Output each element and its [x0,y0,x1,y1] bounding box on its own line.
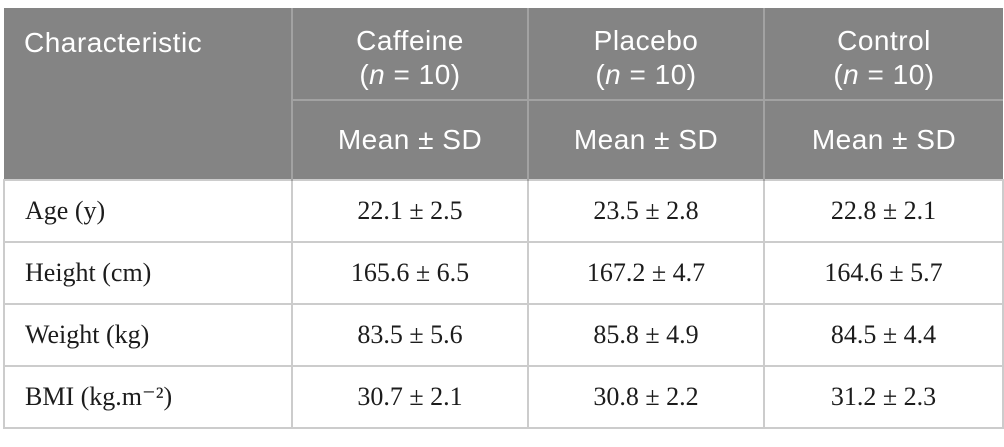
n-variable: n [369,59,386,90]
data-cell: 23.5 ± 2.8 [527,179,765,243]
data-cell: 30.7 ± 2.1 [291,365,529,429]
table-row-age: Age (y) 22.1 ± 2.5 23.5 ± 2.8 22.8 ± 2.1 [3,179,1004,243]
row-label: BMI (kg.m⁻²) [3,365,293,429]
data-cell: 30.8 ± 2.2 [527,365,765,429]
n-variable: n [843,59,860,90]
column-header-caffeine: Caffeine (n = 10) [291,8,528,100]
row-label: Weight (kg) [3,303,293,367]
table-row-height: Height (cm) 165.6 ± 6.5 167.2 ± 4.7 164.… [3,241,1004,305]
subheader-mean-sd-control: Mean ± SD [763,99,1003,180]
table-row-weight: Weight (kg) 83.5 ± 5.6 85.8 ± 4.9 84.5 ±… [3,303,1004,367]
subheader-row: Mean ± SD Mean ± SD Mean ± SD [4,99,1003,180]
data-cell: 31.2 ± 2.3 [763,365,1004,429]
data-cell: 22.1 ± 2.5 [291,179,529,243]
characteristics-table: Characteristic Caffeine (n = 10) Placebo… [3,8,1004,429]
group-name: Control [837,25,931,56]
data-cell: 84.5 ± 4.4 [763,303,1004,367]
column-header-placebo: Placebo (n = 10) [527,8,764,100]
row-label: Height (cm) [3,241,293,305]
column-header-characteristic: Characteristic [4,8,292,180]
row-label: Age (y) [3,179,293,243]
column-header-control: Control (n = 10) [763,8,1003,100]
data-cell: 165.6 ± 6.5 [291,241,529,305]
group-n-label: (n = 10) [833,59,935,90]
data-cell: 164.6 ± 5.7 [763,241,1004,305]
n-variable: n [605,59,622,90]
subheader-mean-sd-placebo: Mean ± SD [527,99,764,180]
group-n-label: (n = 10) [359,59,461,90]
data-cell: 22.8 ± 2.1 [763,179,1004,243]
data-cell: 83.5 ± 5.6 [291,303,529,367]
data-cell: 167.2 ± 4.7 [527,241,765,305]
group-n-label: (n = 10) [595,59,697,90]
subheader-mean-sd-caffeine: Mean ± SD [291,99,528,180]
data-cell: 85.8 ± 4.9 [527,303,765,367]
table-row-bmi: BMI (kg.m⁻²) 30.7 ± 2.1 30.8 ± 2.2 31.2 … [3,365,1004,429]
group-header-row: Characteristic Caffeine (n = 10) Placebo… [4,8,1003,180]
group-name: Caffeine [356,25,464,56]
group-name: Placebo [593,25,699,56]
